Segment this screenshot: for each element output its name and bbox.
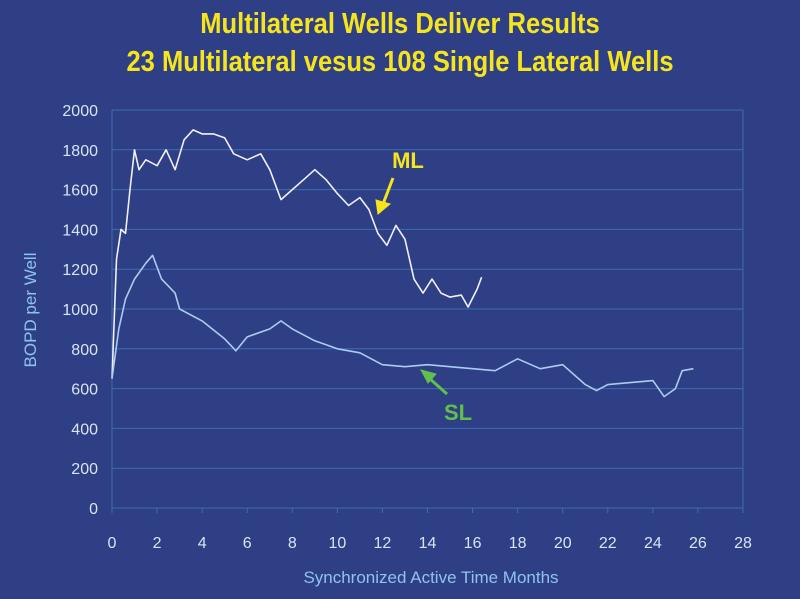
x-tick-label: 22 [599, 535, 617, 552]
x-tick-label: 14 [419, 535, 437, 552]
x-axis-label: Synchronized Active Time Months [303, 568, 558, 587]
x-tick-label: 16 [464, 535, 482, 552]
chart-subtitle: 23 Multilateral vesus 108 Single Lateral… [126, 46, 674, 78]
x-tick-label: 10 [328, 535, 346, 552]
x-tick-label: 18 [509, 535, 527, 552]
series-line-ml [111, 129, 483, 379]
ml-arrow-icon [375, 177, 395, 215]
sl-annotation: SL [444, 400, 472, 425]
sl-arrow-icon [420, 369, 448, 396]
y-tick-label: 1000 [62, 302, 98, 319]
x-tick-label: 6 [243, 535, 252, 552]
x-tick-label: 26 [689, 535, 707, 552]
y-tick-label: 1400 [62, 222, 98, 239]
y-axis-label: BOPD per Well [21, 253, 40, 368]
y-tick-label: 1600 [62, 183, 98, 200]
x-tick-label: 12 [374, 535, 392, 552]
x-tick-label: 2 [153, 535, 162, 552]
x-tick-label: 20 [554, 535, 572, 552]
x-tick-label: 4 [198, 535, 207, 552]
y-tick-label: 1800 [62, 143, 98, 160]
y-tick-label: 800 [71, 342, 98, 359]
x-tick-label: 0 [108, 535, 117, 552]
chart-title: Multilateral Wells Deliver Results [200, 8, 600, 40]
y-tick-label: 2000 [62, 103, 98, 120]
y-tick-label: 0 [89, 501, 98, 518]
x-tick-label: 28 [734, 535, 752, 552]
series-line-sl [111, 254, 694, 398]
y-tick-label: 400 [71, 421, 98, 438]
x-tick-label: 8 [288, 535, 297, 552]
ml-annotation: ML [392, 148, 424, 173]
x-tick-label: 24 [644, 535, 662, 552]
y-tick-label: 200 [71, 461, 98, 478]
y-tick-label: 1200 [62, 262, 98, 279]
y-tick-label: 600 [71, 382, 98, 399]
